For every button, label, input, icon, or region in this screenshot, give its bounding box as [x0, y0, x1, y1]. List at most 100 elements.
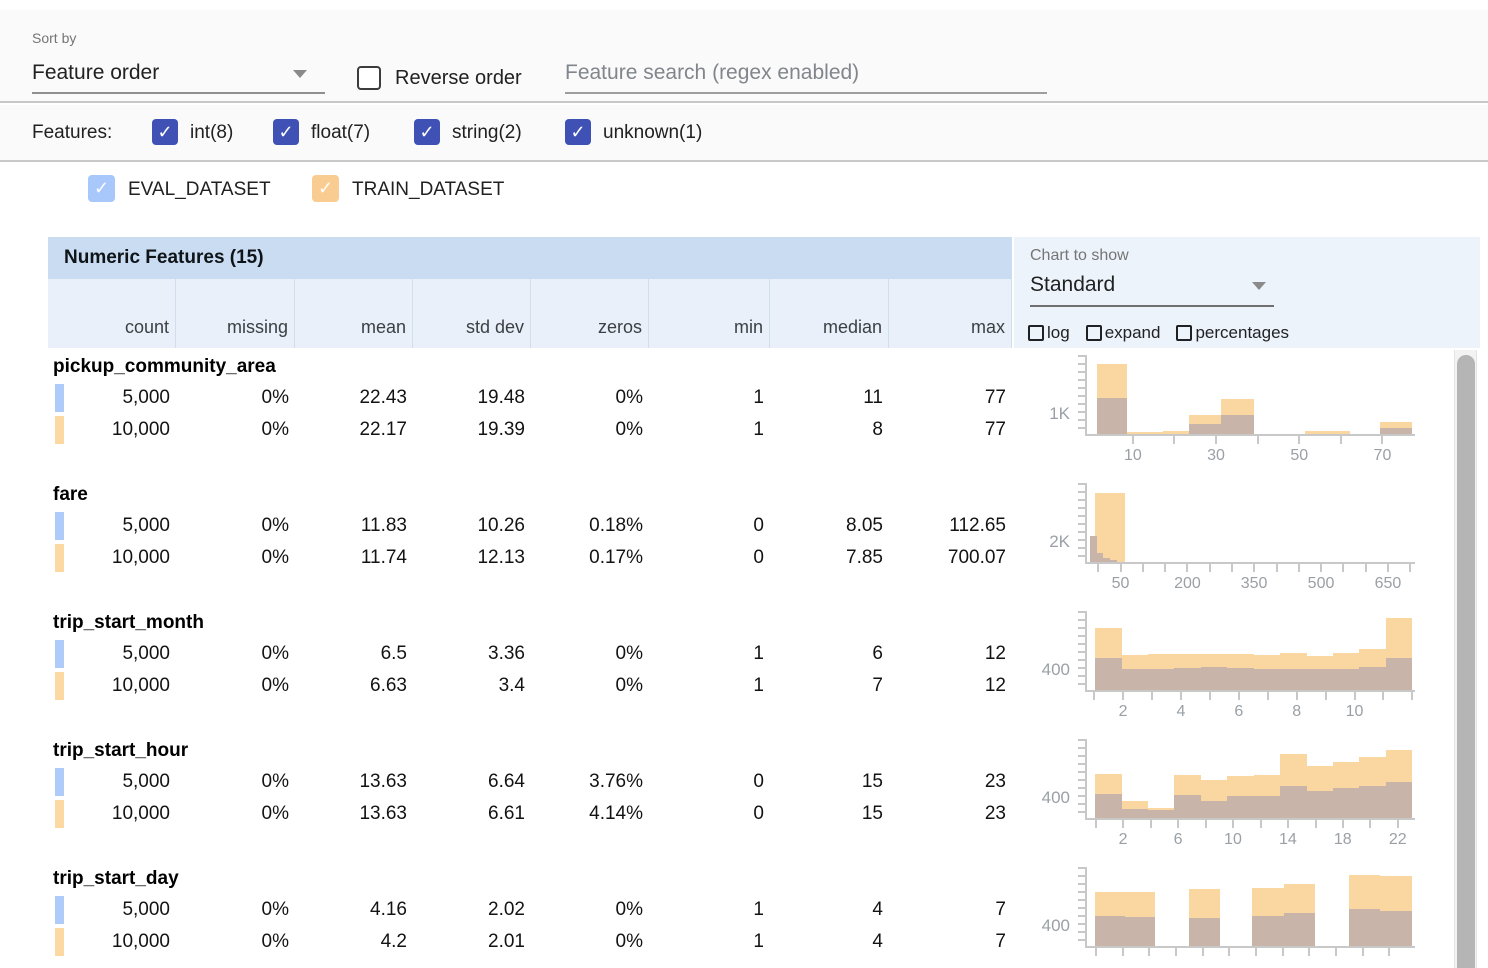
feature-type-checkbox[interactable]: ✓ [152, 119, 178, 145]
stat-cell: 0 [649, 510, 770, 542]
feature-type-checkbox[interactable]: ✓ [565, 119, 591, 145]
histogram-bar-overlap [1284, 913, 1315, 946]
histogram-bar-overlap [1227, 796, 1253, 818]
x-axis-tick [1164, 564, 1166, 572]
feature-name: trip_start_month [48, 608, 1012, 638]
feature-name: trip_start_day [48, 864, 1012, 894]
histogram-bar-overlap [1103, 558, 1111, 562]
feature-search-input[interactable]: Feature search (regex enabled) [565, 56, 1047, 94]
x-axis-tick-label: 2 [1119, 831, 1128, 849]
feature-block: trip_start_hour5,0000%13.636.643.76%0152… [48, 736, 1012, 864]
x-axis-tick [1148, 948, 1150, 956]
histogram-bar-train [1305, 431, 1350, 434]
x-axis-tick [1209, 692, 1211, 700]
x-axis-tick [1173, 436, 1175, 444]
chart-option-log[interactable]: log [1028, 323, 1070, 343]
feature-histogram: 2K50200350500650 [1012, 480, 1452, 608]
y-axis-label: 400 [1012, 916, 1070, 936]
x-axis-tick [1340, 436, 1342, 444]
feature-name: fare [48, 480, 1012, 510]
sort-by-value: Feature order [32, 61, 159, 84]
x-axis-tick [1257, 436, 1259, 444]
chart-option-checkbox[interactable] [1086, 325, 1102, 341]
histogram-bar-overlap [1148, 810, 1174, 818]
stat-cell: 0% [176, 414, 295, 446]
stat-cell: 0 [649, 542, 770, 574]
stat-cell: 0% [531, 926, 649, 958]
stat-cell: 6.64 [413, 766, 531, 798]
stat-cell: 23 [889, 766, 1012, 798]
x-axis-tick [1205, 820, 1207, 828]
stat-cell: 0% [176, 766, 295, 798]
stat-cell: 3.4 [413, 670, 531, 702]
chart-option-expand[interactable]: expand [1086, 323, 1161, 343]
stat-cell: 112.65 [889, 510, 1012, 542]
stat-cell: 22.43 [295, 382, 413, 414]
x-axis-tick [1120, 564, 1122, 572]
chart-option-checkbox[interactable] [1176, 325, 1192, 341]
reverse-order-checkbox[interactable] [357, 66, 381, 90]
histogram-bar-overlap [1125, 917, 1155, 946]
histogram-bar-overlap [1252, 916, 1284, 946]
histogram-bar-overlap [1254, 796, 1280, 818]
stat-cell: 1 [649, 926, 770, 958]
stat-cell: 2.02 [413, 894, 531, 926]
column-header-zeros: zeros [531, 279, 649, 348]
vertical-scrollbar-thumb[interactable] [1457, 355, 1475, 968]
sort-by-select[interactable]: Feature order [32, 56, 325, 94]
stat-cell: 5,000 [48, 766, 176, 798]
stat-cell: 15 [770, 766, 889, 798]
stat-cell: 8 [770, 414, 889, 446]
stat-cell: 0% [176, 638, 295, 670]
stat-cell: 12.13 [413, 542, 531, 574]
stat-cell: 0.18% [531, 510, 649, 542]
train-row-marker [55, 928, 64, 956]
vertical-scrollbar-track[interactable] [1454, 350, 1477, 968]
histogram-bar-overlap [1380, 428, 1412, 434]
x-axis-tick-label: 2 [1119, 703, 1128, 721]
column-header-mean: mean [295, 279, 413, 348]
stat-cell: 1 [649, 638, 770, 670]
x-axis-tick [1209, 564, 1211, 572]
table-row: 10,0000%6.633.40%1712 [48, 670, 1012, 702]
x-axis-tick-label: 350 [1241, 575, 1268, 593]
feature-block: fare5,0000%11.8310.260.18%08.05112.6510,… [48, 480, 1012, 608]
stat-cell: 6 [770, 638, 889, 670]
dataset-checkbox[interactable]: ✓ [312, 175, 339, 202]
stat-cell: 1 [649, 382, 770, 414]
stat-cell: 7 [889, 926, 1012, 958]
histogram-bar-overlap [1110, 560, 1117, 562]
stat-cell: 0% [176, 670, 295, 702]
facets-overview-page: Sort by Feature order Reverse order Feat… [0, 0, 1488, 968]
histogram-bar-overlap [1189, 424, 1221, 434]
histogram-bar-overlap [1201, 801, 1227, 818]
chart-option-percentages[interactable]: percentages [1176, 323, 1289, 343]
y-axis-label: 400 [1012, 660, 1070, 680]
feature-type-checkbox[interactable]: ✓ [273, 119, 299, 145]
stat-cell: 5,000 [48, 382, 176, 414]
feature-type-checkbox[interactable]: ✓ [414, 119, 440, 145]
x-axis-tick-label: 10 [1224, 831, 1242, 849]
x-axis-tick-label: 22 [1389, 831, 1407, 849]
x-axis-tick [1180, 692, 1182, 700]
stat-cell: 4.16 [295, 894, 413, 926]
dataset-checkbox[interactable]: ✓ [88, 175, 115, 202]
feature-block: trip_start_day5,0000%4.162.020%14710,000… [48, 864, 1012, 968]
sort-by-caption: Sort by [32, 30, 76, 46]
feature-type-label: float(7) [311, 122, 370, 144]
chart-option-checkbox[interactable] [1028, 325, 1044, 341]
x-axis-baseline [1085, 690, 1415, 692]
stat-cell: 11.83 [295, 510, 413, 542]
stat-cell: 700.07 [889, 542, 1012, 574]
feature-block: trip_start_month5,0000%6.53.360%161210,0… [48, 608, 1012, 736]
stat-cell: 8.05 [770, 510, 889, 542]
stat-cell: 11 [770, 382, 889, 414]
features-label: Features: [32, 122, 112, 144]
stat-cell: 0 [649, 798, 770, 830]
chart-type-select[interactable]: Standard [1030, 269, 1274, 307]
feature-name: trip_start_hour [48, 736, 1012, 766]
histogram-bar-overlap [1097, 398, 1127, 434]
train-row-marker [55, 672, 64, 700]
table-title: Numeric Features (15) [48, 237, 1012, 279]
stat-cell: 0% [176, 382, 295, 414]
